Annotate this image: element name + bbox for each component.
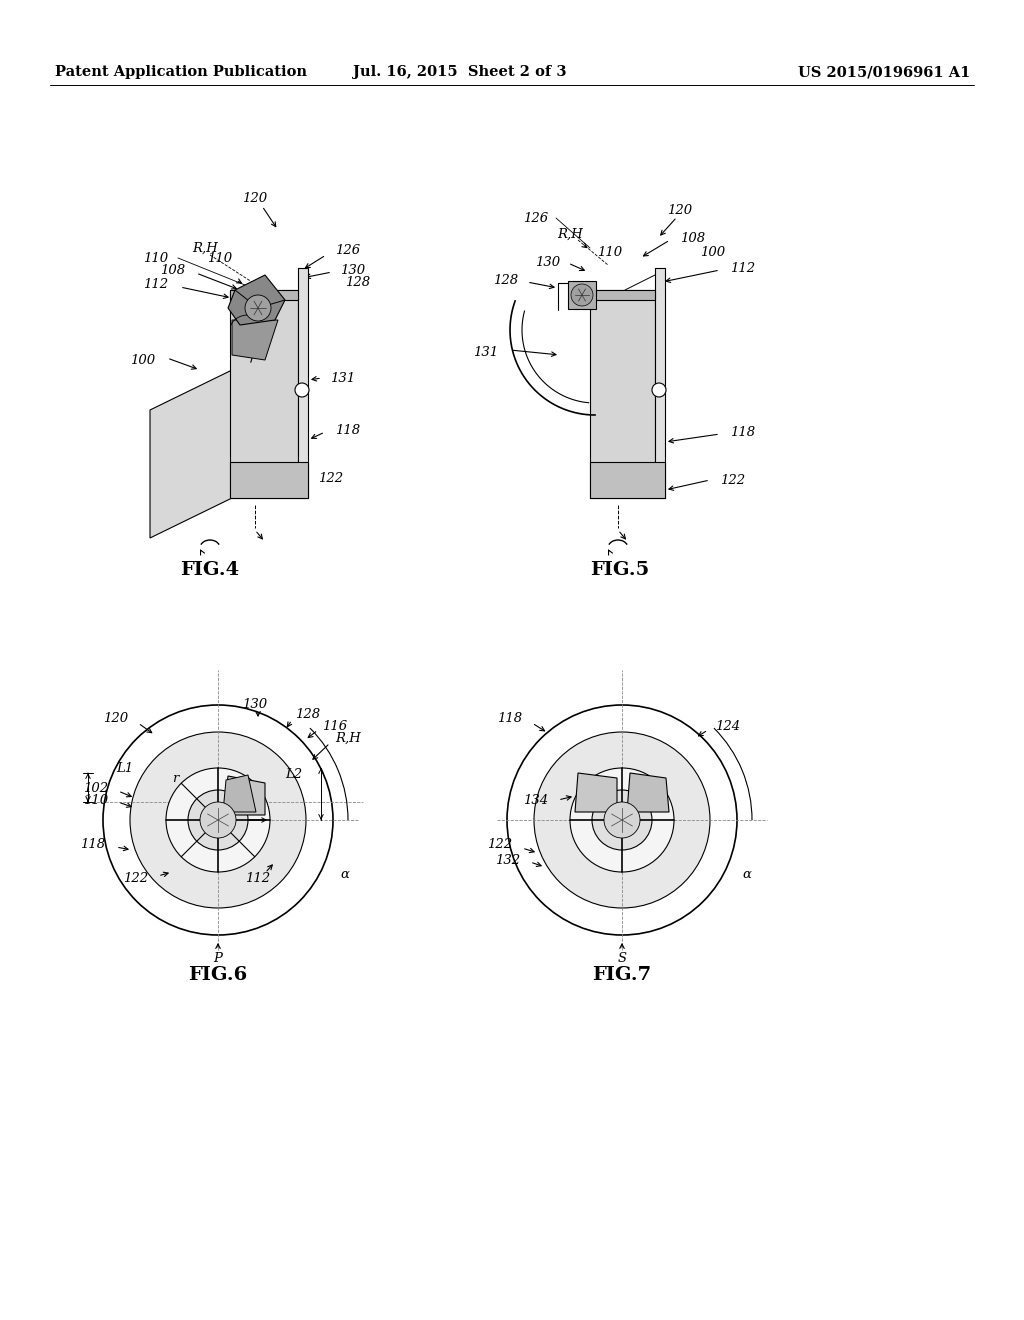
Text: 130: 130 [340, 264, 366, 276]
Text: Patent Application Publication: Patent Application Publication [55, 65, 307, 79]
Circle shape [210, 812, 226, 828]
Text: 118: 118 [80, 838, 105, 851]
Circle shape [571, 284, 593, 306]
Polygon shape [228, 275, 285, 325]
Text: 131: 131 [473, 346, 498, 359]
Text: 130: 130 [243, 697, 267, 710]
Text: 130: 130 [535, 256, 560, 268]
Circle shape [166, 768, 270, 873]
Text: P: P [214, 952, 222, 965]
Circle shape [652, 383, 666, 397]
Text: 112: 112 [143, 279, 168, 292]
Polygon shape [230, 462, 308, 498]
Text: 128: 128 [345, 276, 370, 289]
Polygon shape [223, 776, 265, 814]
Text: 118: 118 [335, 424, 360, 437]
Circle shape [578, 290, 586, 300]
Text: 134: 134 [523, 793, 548, 807]
Polygon shape [590, 290, 655, 300]
Polygon shape [230, 290, 298, 300]
Circle shape [249, 300, 267, 317]
Circle shape [200, 803, 236, 838]
Polygon shape [230, 290, 298, 498]
Circle shape [592, 789, 652, 850]
Polygon shape [150, 370, 232, 539]
Text: L1: L1 [116, 762, 133, 775]
Text: 136: 136 [630, 789, 655, 803]
Text: 124: 124 [715, 719, 740, 733]
Text: FIG.7: FIG.7 [593, 966, 651, 983]
Circle shape [507, 705, 737, 935]
Circle shape [295, 383, 309, 397]
Text: S: S [617, 952, 627, 965]
Text: 112: 112 [730, 261, 755, 275]
Text: 120: 120 [668, 203, 692, 216]
Text: 110: 110 [83, 793, 108, 807]
Circle shape [534, 733, 710, 908]
Text: L2: L2 [285, 768, 302, 781]
Text: 132: 132 [495, 854, 520, 866]
Polygon shape [590, 290, 655, 498]
Text: 118: 118 [497, 711, 522, 725]
Text: 122: 122 [123, 871, 148, 884]
Text: 131: 131 [330, 371, 355, 384]
Text: FIG.6: FIG.6 [188, 966, 248, 983]
Text: R,H: R,H [335, 731, 360, 744]
Polygon shape [575, 774, 617, 812]
Circle shape [570, 768, 674, 873]
Text: 110: 110 [597, 246, 623, 259]
Text: 108: 108 [680, 231, 706, 244]
Text: 116: 116 [322, 719, 347, 733]
Circle shape [130, 733, 306, 908]
Text: 122: 122 [486, 838, 512, 851]
Text: 118: 118 [730, 425, 755, 438]
Text: FIG.4: FIG.4 [180, 561, 240, 579]
Text: 128: 128 [295, 709, 321, 722]
Text: α: α [340, 869, 349, 882]
Text: 138: 138 [628, 801, 653, 814]
Text: 100: 100 [130, 354, 155, 367]
Polygon shape [627, 774, 669, 812]
Circle shape [614, 812, 630, 828]
Circle shape [103, 705, 333, 935]
Text: 142: 142 [236, 366, 260, 379]
Circle shape [253, 304, 263, 313]
Polygon shape [298, 268, 308, 498]
Text: 100: 100 [700, 246, 725, 259]
Polygon shape [655, 268, 665, 498]
Text: R,H: R,H [193, 242, 218, 255]
Text: R,H: R,H [557, 227, 583, 240]
Text: 110: 110 [208, 252, 232, 264]
Text: 126: 126 [335, 243, 360, 256]
Circle shape [604, 803, 640, 838]
Circle shape [609, 807, 635, 833]
Polygon shape [232, 319, 278, 360]
Polygon shape [223, 775, 256, 812]
Polygon shape [590, 462, 665, 498]
Text: 108: 108 [160, 264, 185, 276]
Text: 120: 120 [102, 711, 128, 725]
Text: 122: 122 [720, 474, 745, 487]
Text: 128: 128 [493, 273, 518, 286]
Text: α: α [742, 869, 751, 882]
Circle shape [205, 807, 231, 833]
Text: 120: 120 [243, 191, 267, 205]
Text: Jul. 16, 2015  Sheet 2 of 3: Jul. 16, 2015 Sheet 2 of 3 [353, 65, 566, 79]
Circle shape [245, 294, 271, 321]
Text: 122: 122 [318, 471, 343, 484]
Text: US 2015/0196961 A1: US 2015/0196961 A1 [798, 65, 970, 79]
Text: 102: 102 [83, 781, 108, 795]
Circle shape [188, 789, 248, 850]
Text: 126: 126 [523, 211, 548, 224]
Text: 112: 112 [246, 871, 270, 884]
Text: FIG.5: FIG.5 [591, 561, 649, 579]
Text: 110: 110 [143, 252, 168, 264]
Circle shape [575, 288, 589, 302]
Text: r: r [172, 771, 178, 784]
Polygon shape [568, 281, 596, 309]
